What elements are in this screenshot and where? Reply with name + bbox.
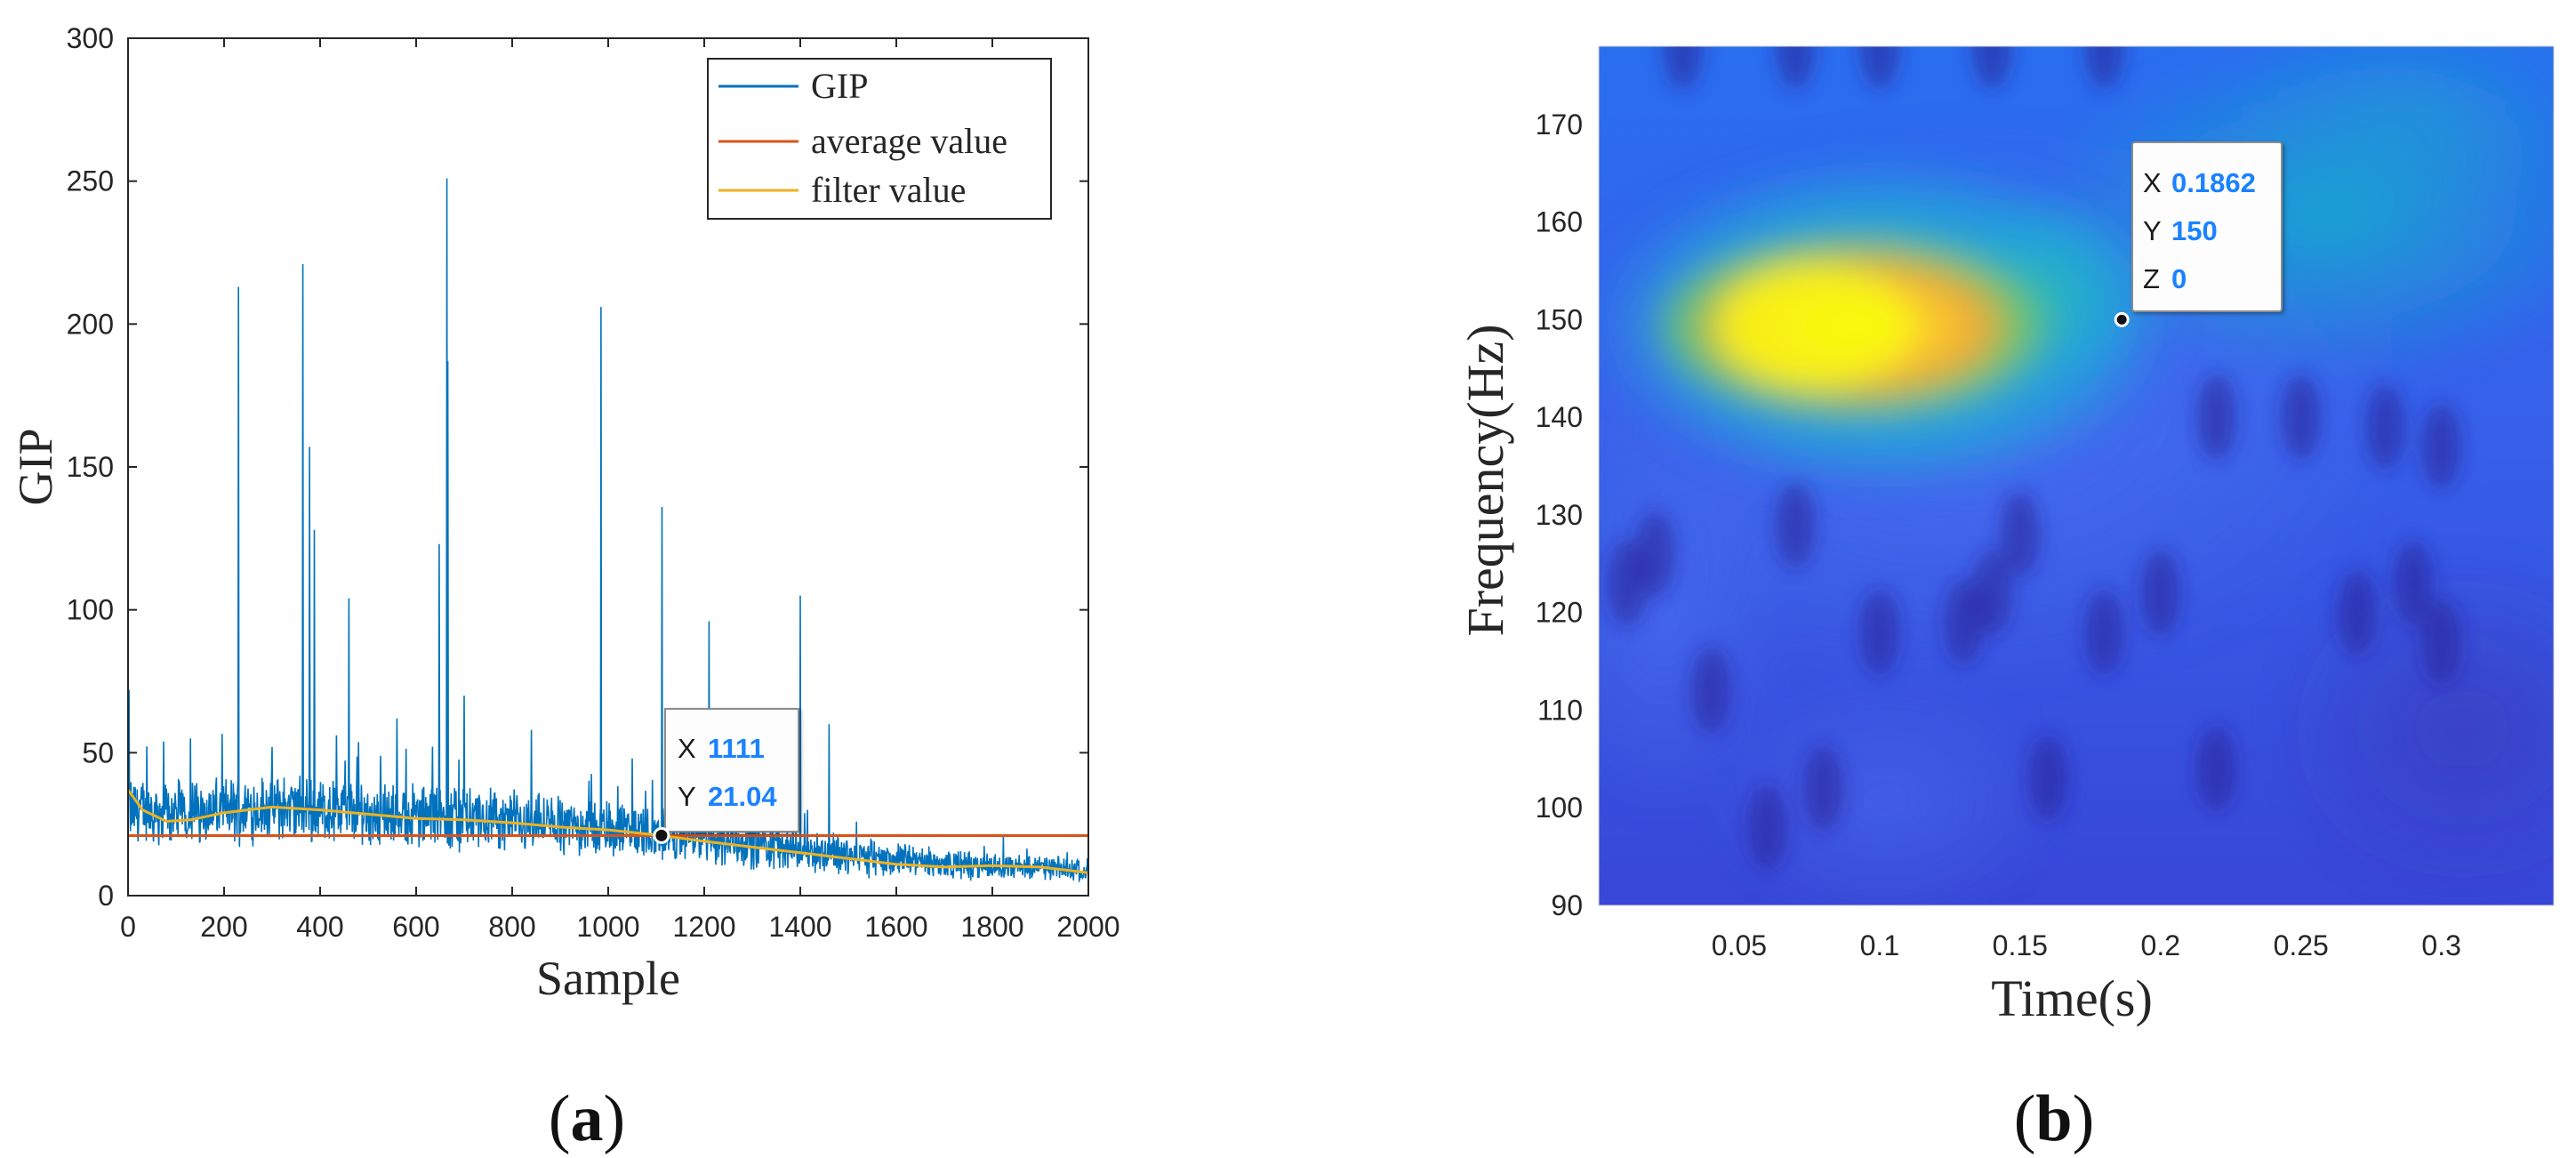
heatmap-spot	[2337, 569, 2377, 655]
datatip-b-z-value: 0	[2171, 263, 2187, 294]
legend-a: GIP average value filter value	[707, 58, 1052, 220]
y-tick-label: 100	[67, 594, 114, 626]
heatmap-spot	[1776, 46, 1816, 89]
heatmap-spot	[1859, 589, 1899, 675]
heatmap-spot	[2196, 374, 2236, 461]
datatip-b-y-label: Y	[2143, 215, 2162, 246]
x-tick-label: 0.2	[2141, 929, 2180, 961]
panel-label-b: (b)	[2014, 1082, 2094, 1155]
datatip-b-x-label: X	[2143, 167, 2162, 198]
datatip-a-x-label: X	[678, 733, 696, 764]
y-tick-label: 140	[1536, 401, 1583, 433]
y-tick-label: 50	[82, 736, 114, 768]
heatmap-spot	[1944, 579, 1984, 665]
datatip-b-z-label: Z	[2143, 263, 2160, 294]
y-ticks-a: 0 50 100 150 200 250 300	[67, 22, 1088, 912]
legend-gip-label: GIP	[811, 66, 868, 106]
heatmap-spot	[2000, 491, 2040, 577]
y-tick-label: 160	[1536, 206, 1583, 238]
datatip-a-marker[interactable]	[653, 826, 670, 844]
x-tick-label: 1400	[768, 911, 831, 943]
y-axis-label-b: Frequency(Hz)	[1457, 324, 1514, 636]
datatip-b-marker[interactable]	[2114, 311, 2130, 327]
heatmap-spot	[2084, 589, 2124, 675]
y-tick-label: 100	[1536, 792, 1583, 824]
x-axis-label-b: Time(s)	[1991, 969, 2153, 1027]
x-ticks-a: 0 200 400 600 800 1000 1200 1400 1600 1800 2000	[120, 38, 1120, 943]
heatmap-spot	[2394, 540, 2434, 626]
x-tick-label: 200	[200, 911, 247, 943]
x-tick-label: 400	[296, 911, 343, 943]
datatip-b-y-value: 150	[2171, 215, 2218, 246]
datatip-a-y-label: Y	[678, 781, 696, 812]
x-tick-label: 800	[488, 911, 535, 943]
datatip-a-x-value: 1111	[708, 733, 765, 764]
series-gip-line	[128, 178, 1088, 884]
heatmap-spot	[1972, 46, 2012, 89]
heatmap-spot	[2196, 726, 2236, 812]
datatip-a-y-value: 21.04	[708, 781, 777, 812]
y-tick-label: 0	[98, 880, 114, 912]
y-tick-label: 300	[67, 22, 114, 54]
heatmap-spot	[2140, 550, 2180, 636]
x-tick-label: 0.05	[1712, 929, 1767, 961]
x-tick-label: 1000	[576, 911, 639, 943]
series-filter-line	[128, 789, 1088, 874]
y-tick-label: 150	[67, 451, 114, 483]
heatmap-spot	[2421, 599, 2461, 685]
heatmap-b	[1599, 46, 2554, 905]
heatmap-spot	[1663, 46, 1703, 89]
panel-label-a: (a)	[549, 1082, 625, 1155]
x-tick-label: 1600	[864, 911, 927, 943]
heatmap-spot	[1803, 745, 1843, 832]
y-tick-label: 170	[1536, 109, 1583, 141]
x-tick-label: 0.25	[2274, 929, 2329, 961]
datatip-a[interactable]: X 1111 Y 21.04	[664, 708, 799, 832]
x-tick-label: 0.3	[2421, 929, 2460, 961]
y-tick-label: 200	[67, 308, 114, 340]
heatmap-spot	[2028, 736, 2068, 822]
heatmap-spot	[1747, 784, 1787, 871]
heatmap-spot	[1607, 540, 1647, 626]
datatip-b-x-value: 0.1862	[2171, 167, 2256, 198]
panel-label-a-letter: a	[571, 1082, 604, 1155]
y-ticks-b: 90 100 110 120 130 140 150 160 170	[1536, 109, 1583, 921]
heatmap-spot	[1776, 481, 1816, 567]
x-tick-label: 0	[120, 911, 136, 943]
x-tick-label: 1800	[960, 911, 1023, 943]
panel-label-b-letter: b	[2035, 1082, 2072, 1155]
heatmap-spot	[1691, 647, 1731, 734]
heatmap-spot	[2084, 46, 2124, 89]
x-tick-label: 600	[392, 911, 439, 943]
x-ticks-b: 0.05 0.1 0.15 0.2 0.25 0.3	[1712, 929, 2461, 961]
x-tick-label: 0.15	[1993, 929, 2048, 961]
heatmap-spot	[2365, 384, 2405, 470]
y-axis-label-a: GIP	[9, 428, 62, 505]
x-tick-label: 2000	[1056, 911, 1119, 943]
x-tick-label: 1200	[672, 911, 735, 943]
heatmap-spot	[2421, 404, 2461, 490]
y-tick-label: 130	[1536, 499, 1583, 531]
legend-filter-label: filter value	[811, 170, 966, 210]
heatmap-spot	[2281, 374, 2321, 461]
chart-b: 0.05 0.1 0.15 0.2 0.25 0.3 90 100 110 120 130 140 1…	[1457, 45, 2555, 1027]
y-tick-label: 250	[67, 165, 114, 197]
y-tick-label: 110	[1537, 694, 1583, 726]
heatmap-spot	[1859, 46, 1899, 89]
y-tick-label: 90	[1551, 889, 1583, 921]
y-tick-label: 120	[1536, 597, 1583, 629]
legend-average-label: average value	[811, 121, 1007, 161]
y-tick-label: 150	[1536, 303, 1583, 335]
datatip-b[interactable]: X 0.1862 Y 150 Z 0	[2131, 141, 2283, 312]
x-axis-label-a: Sample	[536, 952, 680, 1005]
chart-a: 0 200 400 600 800 1000 1200 1400 1600 1800 2000 0 5…	[9, 22, 1120, 1005]
x-tick-label: 0.1	[1860, 929, 1899, 961]
